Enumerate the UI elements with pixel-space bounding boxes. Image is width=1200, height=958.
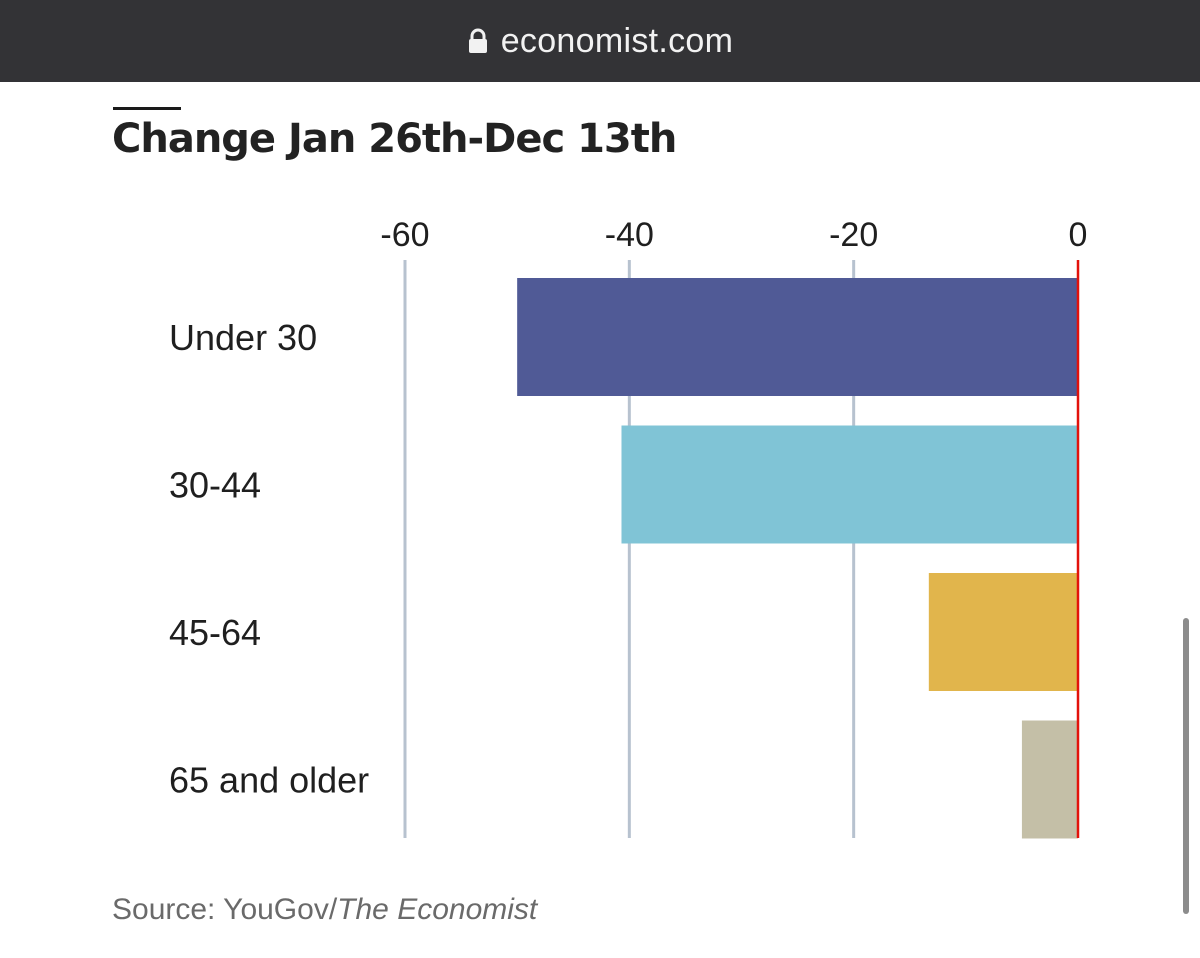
x-tick-label: -20	[829, 216, 878, 254]
vertical-scrollbar[interactable]	[1183, 618, 1189, 914]
category-label: Under 30	[169, 317, 317, 358]
x-tick-label: -40	[605, 216, 654, 254]
source-note: Source: YouGov/The Economist	[112, 893, 537, 927]
url-text: economist.com	[500, 21, 734, 60]
x-tick-label: -60	[380, 216, 429, 254]
bar	[928, 573, 1078, 691]
bar-chart: -60 -40 -20 0 Under 30 30-44 45-64 65 and older	[169, 216, 1088, 839]
category-label: 65 and older	[169, 760, 369, 801]
category-label: 45-64	[169, 612, 261, 653]
url-display[interactable]: economist.com	[467, 22, 734, 61]
x-tick-label: 0	[1069, 216, 1088, 254]
bar	[1021, 720, 1078, 839]
source-publication: The Economist	[337, 893, 538, 926]
source-prefix: Source: YouGov/	[112, 893, 338, 926]
bar	[517, 278, 1078, 396]
title-rule	[113, 107, 181, 110]
lock-icon	[468, 28, 487, 53]
browser-url-bar[interactable]: economist.com	[0, 0, 1200, 82]
chart-title: Change Jan 26th-Dec 13th	[112, 116, 677, 162]
bar	[621, 425, 1078, 544]
category-label: 30-44	[169, 465, 261, 506]
